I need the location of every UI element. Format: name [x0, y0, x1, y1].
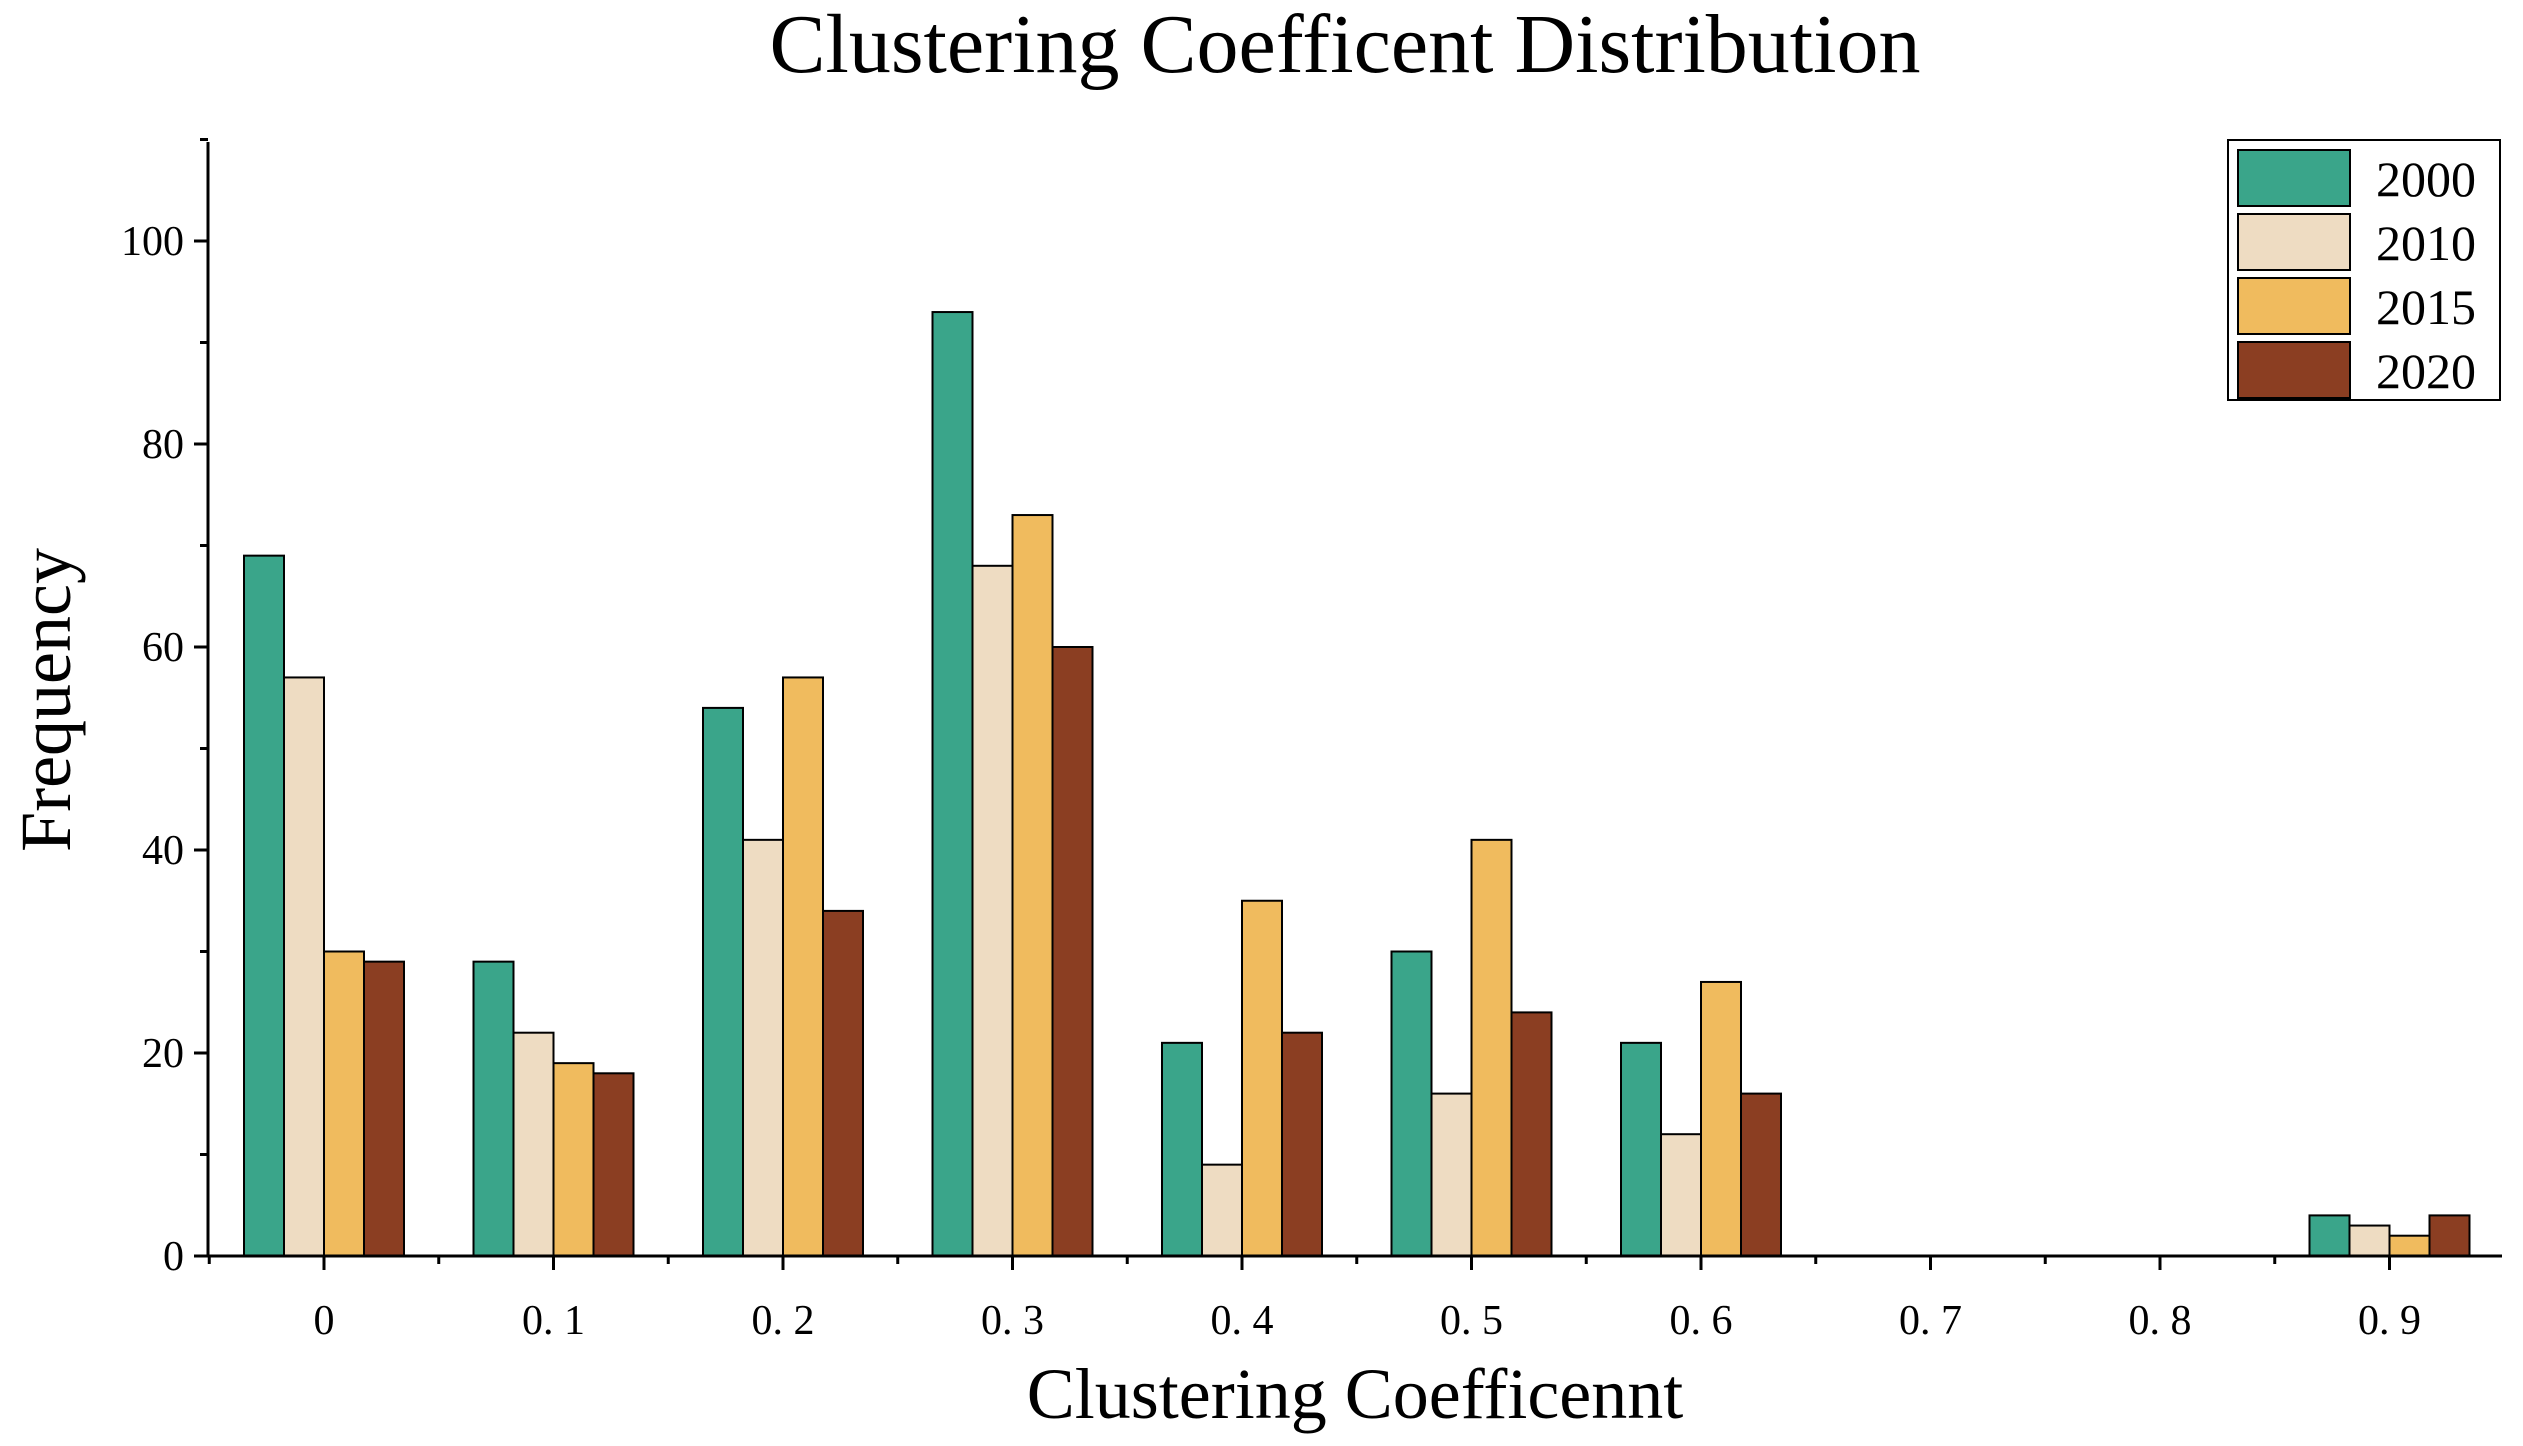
x-tick-label: 0. 9	[2358, 1298, 2421, 1344]
bar-2015-6	[1700, 980, 1742, 1257]
legend-swatch-2010	[2237, 213, 2351, 271]
legend-label-2000: 2000	[2376, 151, 2476, 207]
bar-2010-5	[1430, 1092, 1473, 1257]
legend-swatch-2000	[2237, 149, 2351, 207]
bar-2010-3	[971, 564, 1014, 1257]
y-tick-label: 100	[121, 219, 184, 265]
bar-2020-6	[1740, 1092, 1782, 1257]
y-tick-label: 40	[142, 828, 184, 874]
legend-label-2020: 2020	[2376, 343, 2476, 399]
bar-2000-5	[1390, 950, 1433, 1257]
bar-2020-4	[1281, 1031, 1323, 1257]
bar-2015-9	[2388, 1234, 2431, 1257]
bar-2015-5	[1470, 838, 1513, 1257]
x-tick-label: 0. 4	[1211, 1298, 1274, 1344]
x-tick-label: 0. 6	[1670, 1298, 1733, 1344]
bar-2020-1	[592, 1072, 635, 1258]
legend-label-2015: 2015	[2376, 279, 2476, 335]
bar-2010-1	[512, 1031, 555, 1257]
bar-2015-2	[782, 676, 824, 1257]
legend-label-2010: 2010	[2376, 215, 2476, 271]
x-tick-label: 0. 8	[2129, 1298, 2192, 1344]
legend-swatch-2015	[2237, 277, 2351, 335]
bar-2000-3	[931, 311, 974, 1257]
bar-2000-1	[472, 960, 515, 1258]
x-tick-label: 0. 1	[522, 1298, 585, 1344]
bar-2000-4	[1161, 1041, 1203, 1257]
bar-group	[243, 311, 2471, 1258]
y-axis-label: Frequency	[6, 548, 86, 852]
bar-2015-4	[1241, 899, 1283, 1257]
bar-2020-0	[363, 960, 405, 1258]
y-tick-label: 80	[142, 422, 184, 468]
bar-2010-6	[1660, 1133, 1702, 1257]
bar-2015-0	[323, 950, 365, 1257]
bar-2000-6	[1620, 1041, 1662, 1257]
bar-2015-3	[1011, 514, 1054, 1257]
bar-2010-9	[2348, 1224, 2391, 1258]
axes: 0 20 40 60 80 100 0 0. 1 0. 2 0. 3 0. 4 0. 5 0. 6 0. …	[121, 138, 2502, 1344]
x-tick-label: 0. 2	[752, 1298, 815, 1344]
x-axis-label: Clustering Coefficennt	[1027, 1354, 1684, 1434]
bar-2020-2	[822, 909, 864, 1258]
x-tick-label: 0. 5	[1440, 1298, 1503, 1344]
bar-2020-5	[1510, 1011, 1553, 1258]
x-tick-label: 0. 7	[1899, 1298, 1962, 1344]
bar-2020-3	[1051, 646, 1094, 1257]
bar-2010-2	[742, 838, 784, 1257]
bar-2000-0	[243, 554, 285, 1257]
legend: 2000 2010 2015 2020	[2227, 139, 2501, 401]
bar-2010-4	[1201, 1163, 1243, 1258]
bar-2020-9	[2428, 1214, 2471, 1258]
y-tick-label: 60	[142, 625, 184, 671]
legend-swatch-2020	[2237, 341, 2351, 399]
bar-2010-0	[283, 676, 325, 1257]
x-tick-label: 0	[314, 1298, 335, 1344]
bar-2000-2	[702, 706, 744, 1257]
x-tick-label: 0. 3	[981, 1298, 1044, 1344]
bar-2015-1	[552, 1062, 595, 1258]
y-tick-label: 20	[142, 1031, 184, 1077]
y-tick-label: 0	[163, 1234, 184, 1280]
chart-title: Clustering Coefficent Distribution	[770, 0, 1921, 91]
bar-2000-9	[2308, 1214, 2351, 1258]
